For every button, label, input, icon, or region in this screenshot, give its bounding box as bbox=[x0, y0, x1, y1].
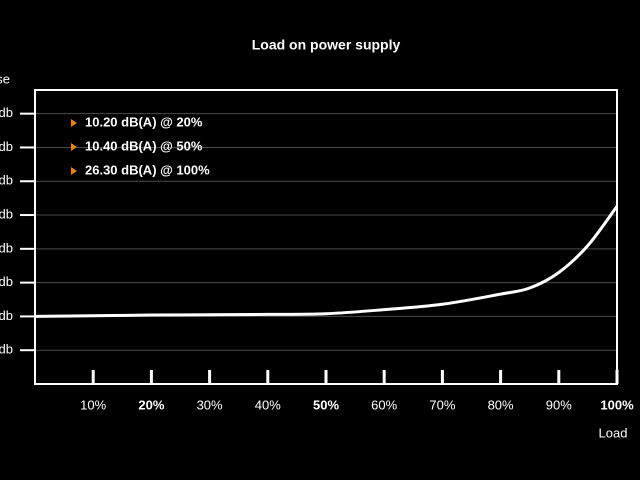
x-tick-label: 60% bbox=[371, 397, 397, 412]
y-tick-label: db bbox=[0, 240, 13, 255]
x-tick-label: 100% bbox=[600, 397, 634, 412]
y-axis-label: se bbox=[0, 71, 10, 86]
x-tick-label: 30% bbox=[197, 397, 223, 412]
annotation: 10.20 dB(A) @ 20% bbox=[85, 114, 203, 129]
x-tick-label: 70% bbox=[429, 397, 455, 412]
x-axis-label: Load bbox=[599, 425, 628, 440]
x-tick-label: 90% bbox=[546, 397, 572, 412]
y-tick-label: db bbox=[0, 308, 13, 323]
x-tick-label: 40% bbox=[255, 397, 281, 412]
y-tick-label: db bbox=[0, 173, 13, 188]
x-tick-label: 80% bbox=[488, 397, 514, 412]
annotation: 10.40 dB(A) @ 50% bbox=[85, 138, 203, 153]
data-line bbox=[34, 205, 619, 318]
plot-frame bbox=[34, 89, 618, 385]
annotation-marker bbox=[71, 119, 77, 127]
x-tick-label: 10% bbox=[80, 397, 106, 412]
annotation-marker bbox=[71, 143, 77, 151]
y-tick-label: db bbox=[0, 274, 13, 289]
y-tick-label: db bbox=[0, 139, 13, 154]
y-tick-label: db bbox=[0, 342, 13, 357]
x-tick-label: 50% bbox=[313, 397, 339, 412]
y-tick-label: db bbox=[0, 206, 13, 221]
x-tick-label: 20% bbox=[138, 397, 164, 412]
annotation: 26.30 dB(A) @ 100% bbox=[85, 162, 210, 177]
annotation-marker bbox=[71, 167, 77, 175]
chart-title: Load on power supply bbox=[252, 37, 401, 53]
y-tick-label: db bbox=[0, 105, 13, 120]
